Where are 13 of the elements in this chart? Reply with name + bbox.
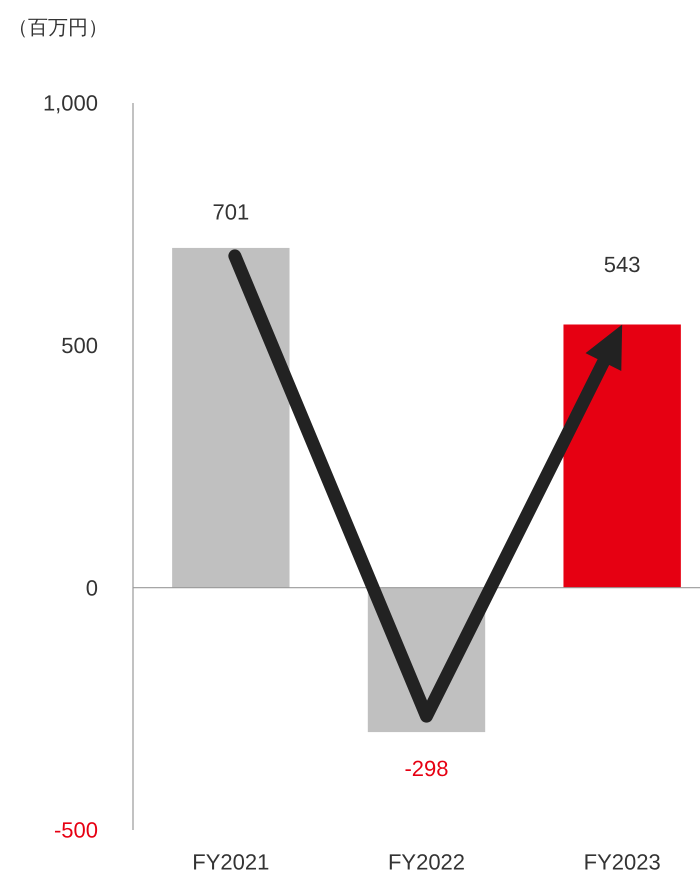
data-label: 543 [604,252,641,278]
data-label: -298 [404,756,449,781]
y-tick-label: 0 [86,575,98,600]
x-tick-label: FY2022 [388,850,466,875]
bar [172,248,290,588]
data-label: 701 [212,200,250,225]
x-tick-label: FY2023 [584,850,661,875]
y-axis-title: （百万円） [8,17,108,39]
y-tick-label: 1,000 [42,90,98,116]
bar [563,324,681,588]
x-tick-label: FY2021 [192,850,270,875]
y-tick-label: -500 [54,818,98,843]
y-tick-label: 500 [61,333,98,358]
